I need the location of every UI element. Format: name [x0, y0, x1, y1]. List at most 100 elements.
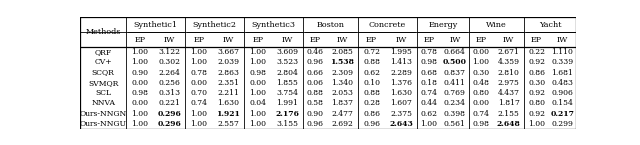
Text: EP: EP — [193, 36, 204, 44]
Text: 1.00: 1.00 — [420, 120, 438, 128]
Text: 2.085: 2.085 — [331, 48, 353, 56]
Text: 0.00: 0.00 — [472, 48, 489, 56]
Text: EP: EP — [531, 36, 542, 44]
Text: EP: EP — [475, 36, 486, 44]
Text: SVMQR: SVMQR — [88, 79, 118, 87]
Text: 0.06: 0.06 — [307, 79, 323, 87]
Text: Synthetic2: Synthetic2 — [193, 21, 237, 29]
Text: 0.98: 0.98 — [420, 58, 438, 66]
Text: 1.00: 1.00 — [250, 58, 266, 66]
Text: 0.906: 0.906 — [552, 89, 573, 97]
Text: 0.299: 0.299 — [552, 120, 573, 128]
Text: 0.96: 0.96 — [363, 120, 380, 128]
Text: 0.92: 0.92 — [528, 89, 545, 97]
Text: 0.154: 0.154 — [552, 99, 573, 107]
Text: 2.648: 2.648 — [497, 120, 520, 128]
Text: IW: IW — [449, 36, 461, 44]
Text: 1.817: 1.817 — [498, 99, 520, 107]
Text: IW: IW — [396, 36, 407, 44]
Text: 2.643: 2.643 — [389, 120, 413, 128]
Text: 0.483: 0.483 — [551, 79, 573, 87]
Text: 0.98: 0.98 — [250, 69, 266, 77]
Text: 0.88: 0.88 — [363, 58, 380, 66]
Text: 0.664: 0.664 — [444, 48, 466, 56]
Text: 2.309: 2.309 — [331, 69, 353, 77]
Text: 0.90: 0.90 — [131, 69, 148, 77]
Text: 0.234: 0.234 — [444, 99, 466, 107]
Text: 0.18: 0.18 — [420, 79, 438, 87]
Text: 0.96: 0.96 — [307, 58, 323, 66]
Text: 1.00: 1.00 — [250, 89, 266, 97]
Text: 0.74: 0.74 — [420, 89, 438, 97]
Text: 2.211: 2.211 — [218, 89, 239, 97]
Text: 0.72: 0.72 — [363, 48, 380, 56]
Text: EP: EP — [424, 36, 435, 44]
Text: QRF: QRF — [95, 48, 112, 56]
Text: 2.557: 2.557 — [218, 120, 239, 128]
Text: 1.837: 1.837 — [331, 99, 353, 107]
Text: 0.92: 0.92 — [528, 58, 545, 66]
Text: 0.74: 0.74 — [191, 99, 207, 107]
Text: 0.302: 0.302 — [159, 58, 180, 66]
Text: 3.155: 3.155 — [276, 120, 298, 128]
Text: 1.630: 1.630 — [390, 89, 412, 97]
Text: 0.86: 0.86 — [363, 110, 380, 118]
Text: 0.78: 0.78 — [191, 69, 207, 77]
Text: IW: IW — [223, 36, 234, 44]
Text: 0.48: 0.48 — [472, 79, 489, 87]
Text: Ours-NNGN: Ours-NNGN — [79, 110, 127, 118]
Text: 0.00: 0.00 — [250, 79, 266, 87]
Text: 1.340: 1.340 — [331, 79, 353, 87]
Text: 0.00: 0.00 — [191, 79, 207, 87]
Text: 0.313: 0.313 — [158, 89, 180, 97]
Text: 0.221: 0.221 — [159, 99, 180, 107]
Text: 0.00: 0.00 — [131, 79, 148, 87]
Text: 1.413: 1.413 — [390, 58, 412, 66]
Text: 2.375: 2.375 — [390, 110, 412, 118]
Text: 0.339: 0.339 — [551, 58, 573, 66]
Text: 0.88: 0.88 — [307, 89, 323, 97]
Text: 1.00: 1.00 — [472, 58, 489, 66]
Text: Methods: Methods — [85, 28, 121, 36]
Text: EP: EP — [309, 36, 320, 44]
Text: EP: EP — [366, 36, 377, 44]
Text: Synthetic3: Synthetic3 — [252, 21, 296, 29]
Text: 1.110: 1.110 — [552, 48, 573, 56]
Text: 0.296: 0.296 — [157, 110, 181, 118]
Text: 0.96: 0.96 — [307, 120, 323, 128]
Text: 0.296: 0.296 — [157, 120, 181, 128]
Text: Ours-NNGU: Ours-NNGU — [79, 120, 127, 128]
Text: 0.217: 0.217 — [550, 110, 574, 118]
Text: 0.86: 0.86 — [528, 69, 545, 77]
Text: 4.437: 4.437 — [498, 89, 520, 97]
Text: 2.264: 2.264 — [159, 69, 180, 77]
Text: 0.00: 0.00 — [131, 99, 148, 107]
Text: 3.754: 3.754 — [276, 89, 298, 97]
Text: EP: EP — [252, 36, 264, 44]
Text: 0.22: 0.22 — [528, 48, 545, 56]
Text: 0.78: 0.78 — [420, 48, 438, 56]
Text: 0.28: 0.28 — [363, 99, 380, 107]
Text: 0.00: 0.00 — [472, 99, 489, 107]
Text: 1.681: 1.681 — [552, 69, 573, 77]
Text: IW: IW — [337, 36, 348, 44]
Text: 0.04: 0.04 — [250, 99, 266, 107]
Text: 2.671: 2.671 — [498, 48, 520, 56]
Text: Boston: Boston — [317, 21, 345, 29]
Text: 3.122: 3.122 — [159, 48, 180, 56]
Text: 1.00: 1.00 — [191, 110, 207, 118]
Text: Synthetic1: Synthetic1 — [134, 21, 178, 29]
Text: 1.630: 1.630 — [218, 99, 239, 107]
Text: 0.561: 0.561 — [444, 120, 466, 128]
Text: 1.00: 1.00 — [250, 48, 266, 56]
Text: 0.256: 0.256 — [159, 79, 180, 87]
Text: CV+: CV+ — [94, 58, 112, 66]
Text: 0.500: 0.500 — [443, 58, 467, 66]
Text: 2.176: 2.176 — [276, 110, 300, 118]
Text: Energy: Energy — [428, 21, 458, 29]
Text: 1.00: 1.00 — [131, 120, 148, 128]
Text: 0.80: 0.80 — [472, 89, 489, 97]
Text: 0.62: 0.62 — [363, 69, 380, 77]
Text: IW: IW — [164, 36, 175, 44]
Text: 1.538: 1.538 — [330, 58, 354, 66]
